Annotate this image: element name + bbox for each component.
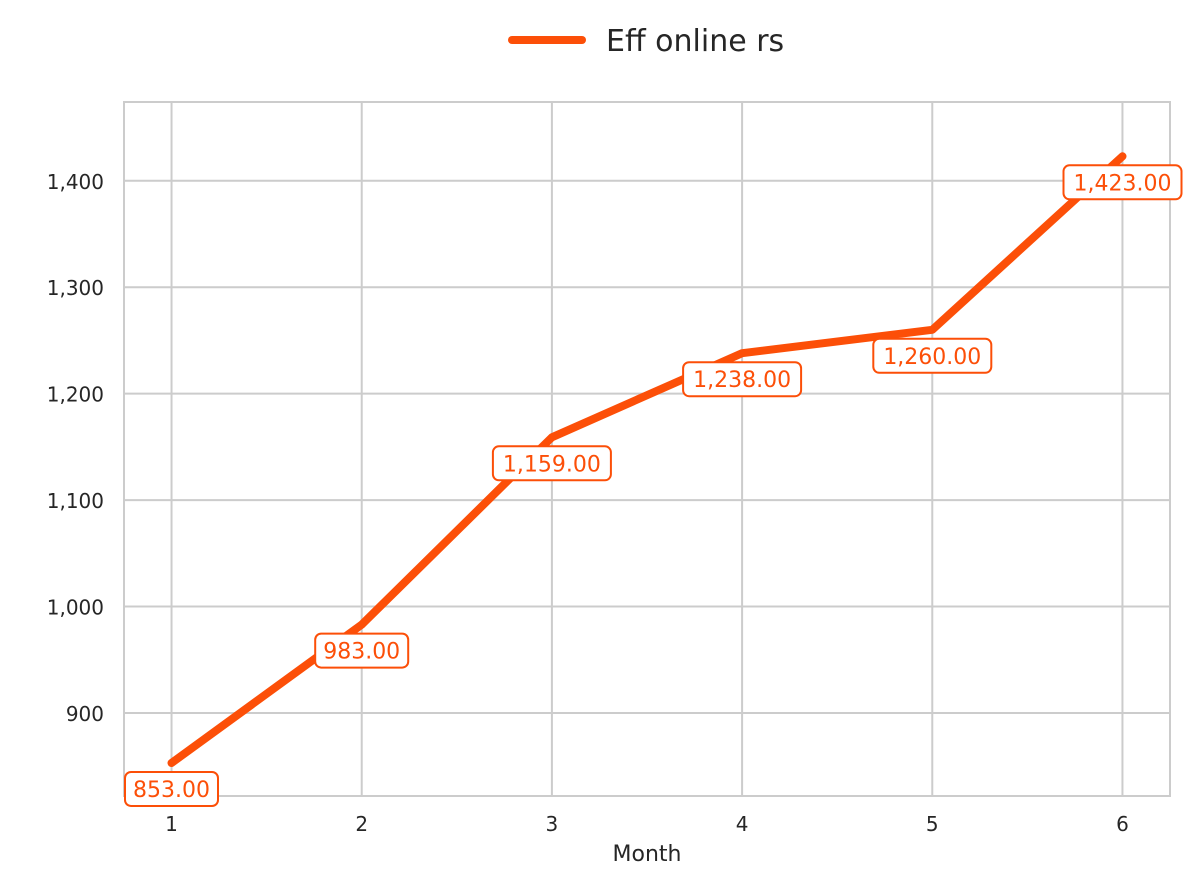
data-label-box: [491, 445, 612, 482]
y-tick-label: 1,200: [47, 383, 104, 407]
data-label-text: 983.00: [323, 640, 400, 665]
data-label-text: 853.00: [133, 778, 210, 803]
series-line: [167, 152, 1127, 767]
data-label-text: 1,238.00: [693, 368, 791, 393]
data-label-box: [872, 337, 993, 374]
x-tick-label: 6: [1116, 812, 1129, 836]
x-tick-label: 5: [926, 812, 939, 836]
y-tick-label: 1,300: [47, 276, 104, 300]
data-label-text: 1,260.00: [883, 345, 981, 370]
data-label: 1,260.00: [872, 337, 993, 374]
y-tick-label: 900: [66, 702, 104, 726]
legend-label: Eff online rs: [606, 24, 784, 59]
data-label: 853.00: [124, 771, 219, 807]
x-tick-label: 2: [355, 812, 368, 836]
grid: [124, 102, 1170, 796]
data-label-box: [682, 361, 803, 398]
data-label: 1,238.00: [682, 361, 803, 398]
x-axis-title: Month: [613, 842, 682, 867]
data-label: 1,423.00: [1062, 164, 1183, 201]
x-tick-label: 3: [546, 812, 559, 836]
data-label-box: [124, 771, 219, 807]
data-label-text: 1,423.00: [1074, 171, 1172, 196]
y-axis: 900 1,000 1,100 1,200 1,300 1,400: [47, 170, 104, 726]
series: [167, 152, 1127, 767]
x-tick-label: 4: [736, 812, 749, 836]
legend: Eff online rs: [508, 24, 784, 59]
plot-frame: [123, 101, 1171, 797]
data-labels: 853.00 983.00 1,159.00 1,238.00 1,260.00 1,42…: [124, 164, 1183, 807]
y-tick-label: 1,400: [47, 170, 104, 194]
x-tick-label: 1: [165, 812, 178, 836]
data-label-box: [1062, 164, 1183, 201]
y-tick-label: 1,100: [47, 489, 104, 513]
data-label: 983.00: [314, 632, 410, 669]
data-label: 1,159.00: [491, 445, 612, 482]
y-tick-label: 1,000: [47, 596, 104, 620]
data-label-box: [314, 632, 410, 669]
x-axis: 1 2 3 4 5 6: [165, 812, 1129, 836]
data-label-text: 1,159.00: [503, 452, 601, 477]
